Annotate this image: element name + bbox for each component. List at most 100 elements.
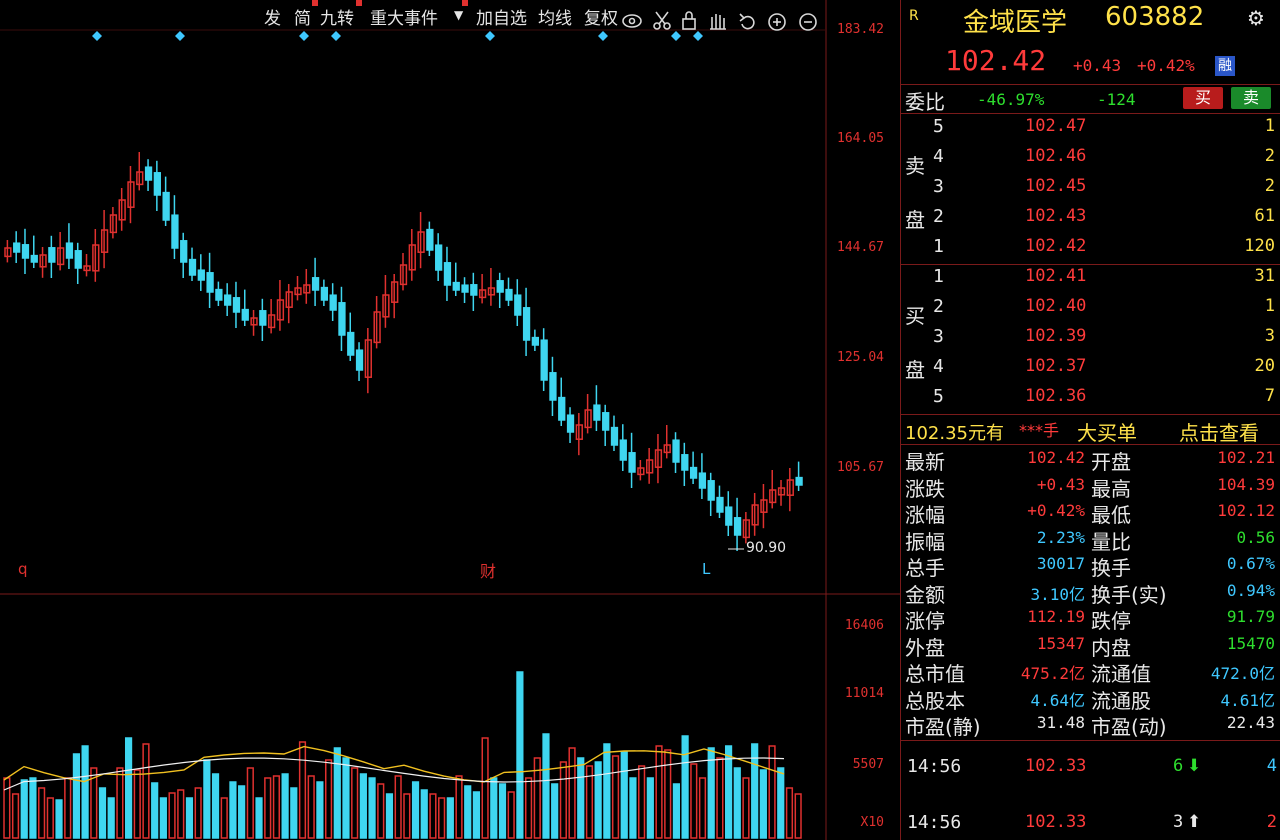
volume-bar [620, 751, 628, 839]
tick-volume: 3 [1173, 812, 1184, 832]
volume-bar [333, 747, 341, 839]
buy-side-label: 盘 [905, 358, 925, 382]
sell-side-label: 盘 [905, 208, 925, 232]
volume-bar [238, 785, 246, 839]
candle-body [276, 299, 285, 321]
marker-q[interactable]: q [18, 560, 28, 578]
candle-body [303, 284, 311, 294]
candle-body [408, 244, 416, 271]
candle-body [144, 166, 153, 181]
candle-body [566, 414, 575, 433]
sell-button[interactable]: 卖 [1231, 87, 1271, 109]
dropdown-icon[interactable]: ▼ [454, 8, 464, 22]
event-diamond [485, 31, 495, 41]
volume-bar [594, 761, 602, 839]
volume-bar [707, 747, 715, 839]
toolbar-add-watchlist[interactable]: 加自选 [476, 9, 527, 29]
volume-bar [568, 747, 576, 839]
volume-bar [298, 741, 307, 839]
candle-body [795, 476, 803, 486]
candle-body [373, 311, 381, 344]
event-diamond [175, 31, 185, 41]
candle-body [206, 272, 214, 293]
buy-button[interactable]: 买 [1183, 87, 1223, 109]
volume-bar [38, 787, 46, 839]
volume-bar [516, 671, 524, 839]
candle-body [250, 317, 258, 326]
volume-bar [151, 782, 159, 839]
volume-bar [64, 777, 72, 839]
candle-body [92, 244, 100, 272]
volume-bar [246, 767, 254, 839]
candle-body [610, 426, 619, 446]
kline-svg[interactable] [0, 0, 900, 840]
stat-label: 市盈(静) [905, 715, 981, 739]
volume-bar [107, 797, 115, 839]
toolbar-moving-average[interactable]: 均线 [538, 9, 572, 29]
ratio-value: -124 [1097, 90, 1136, 109]
volume-bar [646, 777, 654, 839]
volume-bar [351, 767, 359, 839]
candle-body [725, 506, 733, 526]
candle-body [602, 412, 610, 431]
volume-bar [559, 761, 567, 839]
candle-body [109, 214, 118, 234]
volume-bar [177, 789, 185, 839]
order-volume: 3 [1264, 326, 1275, 346]
kline-chart[interactable]: 发 简 九转 重大事件 ▼ 加自选 均线 复权 183.42 164.05 14… [0, 0, 900, 840]
y-label: 183.42 [837, 22, 884, 37]
order-price: 102.36 [1025, 386, 1087, 406]
marker-low[interactable]: L [702, 560, 711, 578]
toolbar-jian[interactable]: 简 [294, 9, 311, 29]
candle-body [461, 284, 469, 293]
stat-value: 0.94% [1226, 580, 1275, 600]
stat-label: 内盘 [1091, 635, 1131, 660]
lock-icon[interactable] [682, 11, 696, 30]
toolbar-jiuzhuan[interactable]: 九转 [320, 9, 354, 29]
tick-extra: 2 [1266, 812, 1277, 832]
order-volume: 2 [1264, 146, 1275, 166]
event-diamond [331, 31, 341, 41]
stat-value: 102.42 [1027, 448, 1085, 467]
volume-bar [524, 777, 533, 839]
zoom-out-icon[interactable] [799, 13, 817, 31]
candle-body [74, 250, 82, 269]
volume-bar [124, 737, 133, 839]
marker-cai[interactable]: 财 [480, 562, 497, 581]
toolbar-major-events[interactable]: 重大事件 [370, 9, 438, 29]
volume-bar [11, 793, 20, 839]
order-volume: 2 [1264, 176, 1275, 196]
volume-bar [681, 735, 689, 839]
volume-bar [385, 793, 394, 839]
stat-value: 475.2亿 [1020, 664, 1085, 683]
candle-body [364, 339, 372, 378]
volume-bar [264, 777, 272, 839]
gear-icon[interactable]: ⚙ [1247, 6, 1265, 30]
volume-bar [368, 777, 376, 839]
undo-icon[interactable] [739, 13, 755, 30]
event-diamond [671, 31, 681, 41]
vol-label: X10 [860, 815, 884, 830]
toolbar-adjust[interactable]: 复权 [584, 9, 618, 29]
volume-bar [281, 773, 289, 839]
candle-body [777, 487, 786, 496]
volume-bar [751, 743, 759, 839]
candle-body [65, 242, 74, 259]
y-label: 125.04 [837, 350, 884, 365]
candle-body [48, 247, 56, 263]
tick-time: 14:56 [907, 812, 962, 833]
eye-icon[interactable] [622, 14, 642, 28]
scissors-icon[interactable] [653, 11, 671, 30]
stat-label: 流通股 [1091, 688, 1151, 713]
stat-label: 开盘 [1091, 450, 1131, 474]
candle-body [742, 519, 751, 539]
toolbar-fa[interactable]: 发 [264, 9, 281, 29]
volume-bar [724, 745, 733, 839]
stock-code: 603882 [1105, 2, 1205, 32]
zoom-in-icon[interactable] [768, 13, 786, 31]
tick-volume: 6 [1173, 756, 1184, 776]
view-big-order-link[interactable]: 点击查看 [1179, 421, 1259, 445]
hand-icon[interactable] [710, 14, 726, 30]
red-flag-icon [462, 0, 468, 6]
volume-bar [438, 797, 446, 839]
